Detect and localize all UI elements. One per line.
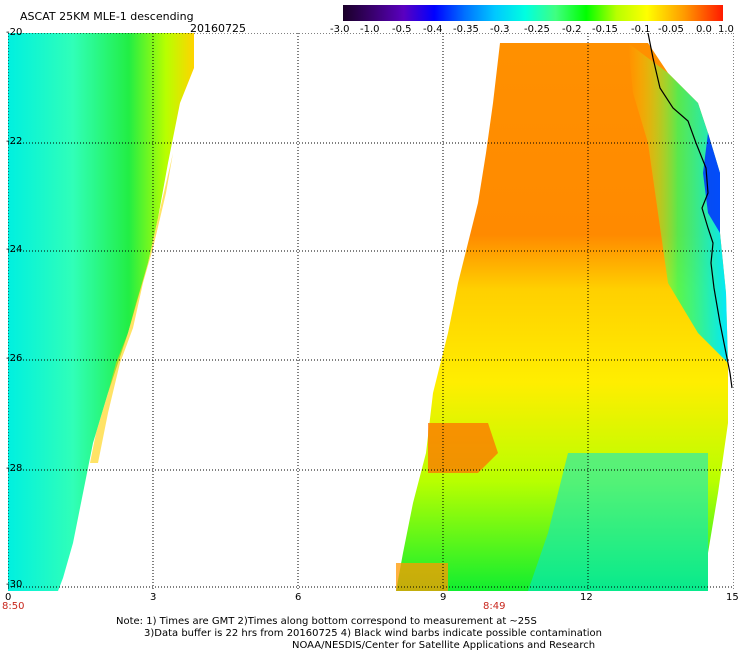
right-swath-lowbottom	[396, 563, 448, 591]
colorbar-tick-label: 0.0	[696, 24, 712, 35]
x-tick-label: 9	[440, 592, 447, 603]
time-label-right: 8:49	[483, 601, 506, 612]
colorbar	[343, 5, 723, 21]
colorbar-tick-label: -0.4	[423, 24, 443, 35]
colorbar-tick-label: -3.0	[330, 24, 350, 35]
y-tick-label: -30	[6, 579, 23, 590]
map-plot	[8, 33, 734, 591]
map-title: ASCAT 25KM MLE-1 descending	[20, 10, 194, 23]
x-tick-label: 6	[295, 592, 302, 603]
note-line-3: NOAA/NESDIS/Center for Satellite Applica…	[292, 640, 596, 651]
map-date: 20160725	[190, 22, 246, 35]
grid	[8, 33, 734, 591]
colorbar-tick-label: 1.0	[718, 24, 734, 35]
y-tick-label: -22	[6, 136, 23, 147]
x-tick-label: 15	[726, 592, 739, 603]
left-swath	[8, 33, 194, 591]
y-tick-label: -24	[6, 244, 23, 255]
colorbar-tick-label: -0.3	[490, 24, 510, 35]
coastline	[647, 33, 733, 389]
note-line-1: Note: 1) Times are GMT 2)Times along bot…	[116, 616, 537, 627]
right-swath-hotspot	[428, 423, 498, 473]
colorbar-ticks: -3.0 -1.0 -0.5 -0.4 -0.35 -0.3 -0.25 -0.…	[330, 24, 740, 36]
colorbar-tick-label: -0.15	[592, 24, 618, 35]
colorbar-tick-label: -0.05	[658, 24, 684, 35]
colorbar-tick-label: -0.1	[631, 24, 651, 35]
time-label-left: 8:50	[2, 601, 25, 612]
y-tick-label: -20	[6, 27, 23, 38]
y-tick-label: -28	[6, 463, 23, 474]
right-swath-coast	[628, 43, 728, 363]
colorbar-tick-label: -0.25	[524, 24, 550, 35]
right-swath-lower	[528, 453, 708, 591]
right-swath-blue	[703, 133, 720, 233]
colorbar-tick-label: -0.5	[392, 24, 412, 35]
colorbar-tick-label: -1.0	[360, 24, 380, 35]
x-tick-label: 12	[580, 592, 593, 603]
x-tick-label: 3	[150, 592, 157, 603]
colorbar-tick-label: -0.35	[453, 24, 479, 35]
colorbar-tick-label: -0.2	[562, 24, 582, 35]
y-tick-label: -26	[6, 353, 23, 364]
x-tick-label: 0	[5, 592, 12, 603]
note-line-2: 3)Data buffer is 22 hrs from 20160725 4)…	[144, 628, 602, 639]
left-swath-edge	[90, 153, 173, 463]
